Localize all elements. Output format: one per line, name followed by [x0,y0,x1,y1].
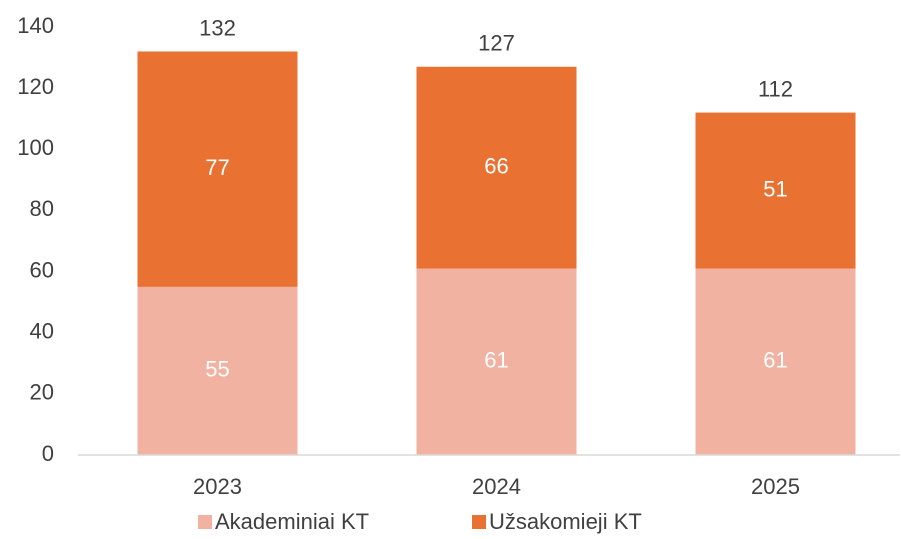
value-label: 51 [763,176,787,201]
bar-segment [137,51,298,287]
legend-swatch [472,515,486,529]
y-tick-label: 100 [17,135,54,160]
y-tick-label: 60 [30,257,54,282]
x-tick-label: 2023 [193,474,242,499]
total-label: 112 [758,76,793,101]
y-tick-label: 140 [17,13,54,38]
value-label: 61 [763,348,787,373]
value-label: 55 [205,357,229,382]
y-tick-label: 0 [42,441,54,466]
legend-label: Akademiniai KT [215,509,369,534]
bar-segment [416,268,577,455]
y-tick-label: 80 [30,196,54,221]
bar-segment [137,286,298,455]
bar-segment [695,112,856,269]
legend-label: Užsakomieji KT [489,509,642,534]
legend-swatch [198,515,212,529]
y-tick-label: 120 [17,74,54,99]
x-tick-label: 2024 [472,474,521,499]
x-tick-label: 2025 [751,474,800,499]
bar-segment [695,268,856,455]
y-tick-label: 20 [30,380,54,405]
value-label: 77 [205,155,229,180]
value-label: 66 [484,153,508,178]
y-tick-label: 40 [30,319,54,344]
total-label: 132 [199,15,236,40]
total-label: 127 [478,31,515,56]
bar-segment [416,66,577,269]
value-label: 61 [484,348,508,373]
